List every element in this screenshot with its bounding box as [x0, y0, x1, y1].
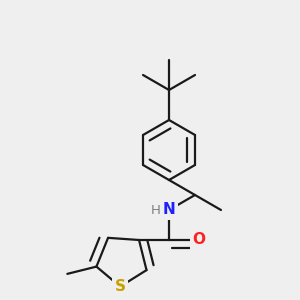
Text: N: N — [163, 202, 176, 217]
Text: S: S — [115, 279, 126, 294]
Text: O: O — [193, 232, 206, 247]
Text: H: H — [151, 203, 161, 217]
